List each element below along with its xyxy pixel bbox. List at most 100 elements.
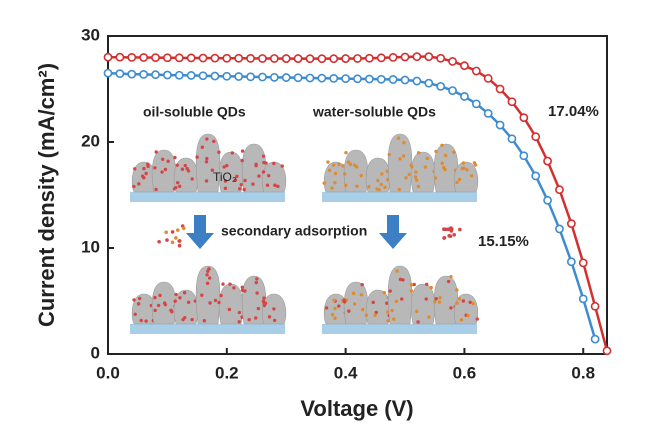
quantum-dot	[332, 298, 336, 302]
data-point	[317, 73, 327, 83]
quantum-dot	[170, 240, 175, 245]
inset-illustration	[130, 133, 479, 334]
quantum-dot	[170, 230, 175, 234]
nanostructure	[387, 265, 413, 325]
quantum-dot	[175, 163, 179, 167]
quantum-dot	[137, 182, 141, 186]
quantum-dot	[352, 302, 357, 306]
quantum-dot	[386, 319, 390, 323]
quantum-dot	[360, 282, 364, 287]
quantum-dot	[133, 312, 137, 316]
quantum-dot	[160, 157, 165, 162]
data-point	[436, 53, 446, 63]
arrow	[379, 215, 407, 249]
quantum-dot	[267, 173, 271, 178]
quantum-dot	[217, 150, 221, 154]
quantum-dot	[132, 184, 136, 189]
quantum-dot	[195, 155, 199, 159]
quantum-dot	[354, 165, 359, 169]
data-point	[590, 301, 600, 311]
quantum-dot	[156, 303, 161, 308]
quantum-dot	[174, 292, 178, 297]
data-point	[519, 113, 529, 123]
data-point	[222, 53, 232, 63]
quantum-dot	[190, 177, 194, 181]
quantum-dot	[440, 143, 444, 147]
quantum-dot	[410, 165, 414, 169]
quantum-dot	[442, 227, 446, 232]
nanostructure	[151, 149, 177, 193]
quantum-dot	[471, 301, 475, 306]
quantum-dot	[440, 161, 444, 165]
quantum-dot	[374, 310, 378, 315]
quantum-dot	[186, 169, 191, 173]
data-point	[376, 53, 386, 63]
quantum-dot	[243, 289, 247, 293]
quantum-dot	[190, 317, 194, 322]
quantum-dot	[344, 151, 348, 155]
quantum-dot	[327, 168, 332, 172]
data-point	[103, 68, 113, 78]
data-point	[460, 92, 469, 101]
quantum-dot	[262, 160, 266, 165]
data-point	[590, 334, 600, 344]
quantum-dot	[433, 300, 437, 304]
x-tick-label: 0.4	[334, 363, 358, 382]
y-tick-label: 30	[81, 25, 100, 44]
data-point	[246, 53, 255, 63]
quantum-dot	[160, 170, 164, 174]
quantum-dot	[202, 319, 207, 323]
quantum-dot	[186, 300, 191, 304]
data-point	[139, 69, 149, 79]
quantum-dot	[344, 183, 348, 187]
quantum-dot	[468, 300, 472, 304]
data-point	[578, 294, 588, 304]
y-tick-label: 20	[81, 131, 100, 150]
quantum-dot	[204, 179, 209, 183]
quantum-dot	[466, 313, 470, 318]
quantum-dot	[367, 185, 371, 189]
quantum-dot	[223, 186, 228, 191]
quantum-dot	[272, 161, 276, 166]
data-point	[388, 53, 398, 62]
data-point	[186, 71, 196, 80]
quantum-dot	[475, 317, 479, 321]
data-point	[269, 54, 279, 63]
x-axis-label: Voltage (V)	[300, 396, 413, 421]
quantum-dot	[388, 289, 392, 293]
quantum-dot	[438, 296, 442, 300]
series-label: 17.04%	[548, 103, 599, 120]
quantum-dot	[235, 174, 239, 179]
quantum-dot	[180, 167, 185, 171]
quantum-dot	[394, 299, 398, 304]
quantum-dot	[330, 313, 335, 317]
quantum-dot	[251, 182, 255, 186]
quantum-dot	[177, 243, 182, 248]
quantum-dot	[153, 295, 157, 300]
quantum-dot	[138, 296, 142, 301]
data-point	[210, 71, 220, 81]
quantum-dot	[177, 239, 182, 243]
quantum-dot	[455, 180, 459, 185]
quantum-dot	[240, 149, 245, 153]
data-point	[198, 71, 208, 81]
quantum-dot	[228, 282, 232, 286]
data-point	[139, 53, 149, 62]
quantum-dot	[412, 282, 416, 287]
quantum-dot	[457, 297, 462, 301]
substrate	[322, 192, 477, 202]
quantum-dot	[182, 291, 187, 295]
data-point	[578, 258, 588, 268]
data-point	[495, 120, 505, 130]
data-point	[258, 54, 267, 63]
quantum-dot	[227, 307, 232, 312]
quantum-dot	[351, 291, 356, 296]
quantum-dot	[200, 293, 204, 297]
data-point	[103, 52, 113, 62]
data-point	[115, 52, 125, 62]
data-point	[566, 219, 576, 229]
data-point	[258, 72, 267, 82]
data-point	[222, 71, 232, 81]
quantum-dot	[267, 315, 272, 319]
quantum-dot	[364, 313, 369, 317]
